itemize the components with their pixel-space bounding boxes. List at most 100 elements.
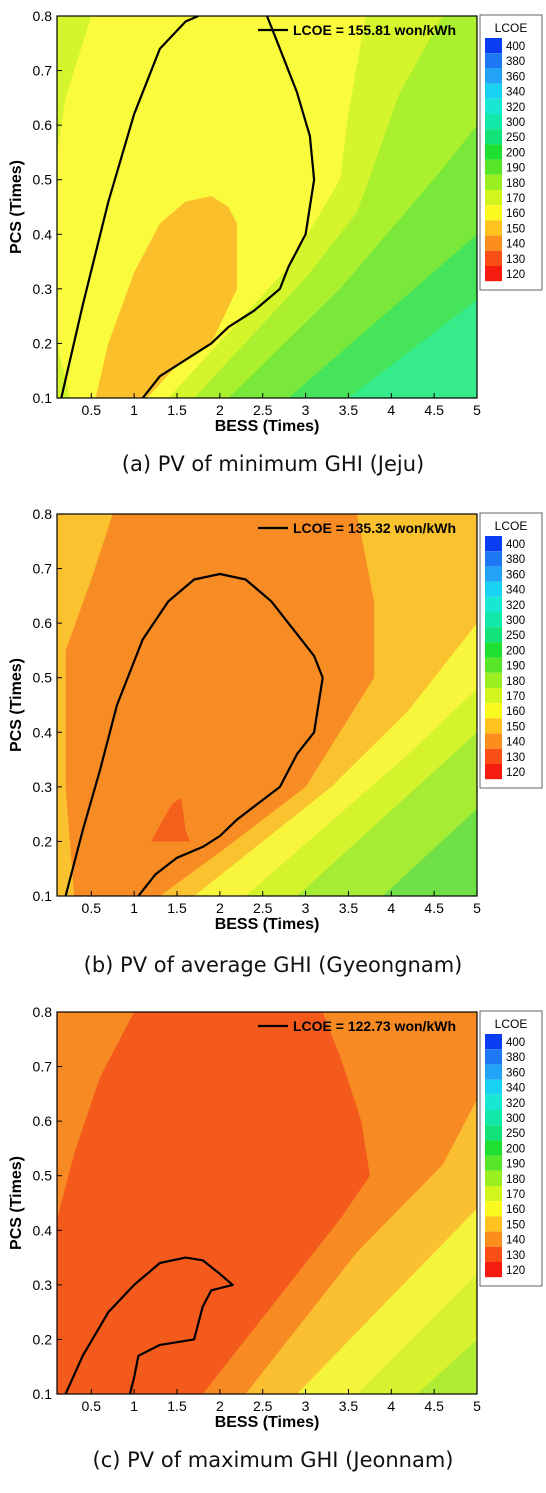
legend-label: 170	[506, 193, 525, 205]
legend-swatch-200	[485, 642, 502, 658]
plot-frame	[56, 1011, 478, 1395]
contour-fills	[57, 1012, 477, 1394]
lcoe-contour-line-1	[60, 16, 199, 398]
y-tick-label: 0.4	[33, 226, 53, 242]
contour-lines	[64, 572, 324, 896]
legend-swatch-300	[485, 1110, 502, 1126]
x-tick-label: 1.5	[167, 1398, 187, 1414]
legend-swatch-170	[485, 1186, 502, 1202]
y-tick-label: 0.1	[33, 888, 53, 904]
y-tick-label: 0.4	[33, 724, 53, 740]
legend-swatch-130	[485, 1246, 502, 1262]
legend-label: 360	[506, 1067, 525, 1079]
chart-panel-c: 0.5 1 1.5 2 2.5 3 3.5 4 4.5 5 0.1 0.2 0.3 0.4 0.5 0.6 0.…	[0, 996, 546, 1493]
y-tick-label: 0.3	[33, 1277, 53, 1293]
y-tick-label: 0.6	[33, 1113, 53, 1129]
x-tick-label: 1	[130, 1398, 138, 1414]
caption-c: (c) PV of maximum GHI (Jeonnam)	[92, 1448, 454, 1472]
legend-label: 360	[506, 71, 525, 83]
legend-swatch-170	[485, 688, 502, 704]
legend-swatch-360	[485, 68, 502, 84]
legend-label: 190	[506, 661, 525, 673]
x-tick-label: 4.5	[424, 900, 444, 916]
lcoe-contour-line-2	[141, 16, 316, 398]
y-tick-label: 0.7	[33, 63, 53, 79]
y-tick-label: 0.8	[33, 506, 53, 522]
legend-swatch-380	[485, 1049, 502, 1065]
contour-band-130	[57, 1012, 370, 1394]
legend-swatch-380	[485, 551, 502, 567]
legend-label: 200	[506, 1143, 525, 1155]
x-tick-label: 4	[387, 1398, 395, 1414]
legend-label: 320	[506, 102, 525, 114]
legend-swatch-400	[485, 38, 502, 54]
legend-label: 360	[506, 569, 525, 581]
legend-swatch-320	[485, 98, 502, 114]
x-tick-label: 2	[216, 402, 224, 418]
x-axis-label: BESS (Times)	[215, 418, 320, 435]
legend-label: 400	[506, 41, 525, 53]
caption-a: (a) PV of minimum GHI (Jeju)	[121, 452, 425, 476]
legend-label: 380	[506, 1052, 525, 1064]
legend-label: 380	[506, 554, 525, 566]
lcoe-contour-line-1	[64, 1256, 234, 1394]
x-tick-label: 2	[216, 900, 224, 916]
legend-label: 160	[506, 706, 525, 718]
legend-swatch-180	[485, 174, 502, 190]
line-legend-label: LCOE = 155.81 won/kWh	[293, 22, 456, 38]
legend-label: 180	[506, 178, 525, 190]
legend-label: 300	[506, 1113, 525, 1125]
legend-swatch-360	[485, 566, 502, 582]
x-tick-label: 3	[302, 402, 310, 418]
legend-label: 140	[506, 239, 525, 251]
legend-label: 150	[506, 223, 525, 235]
plot-frame	[56, 15, 478, 399]
legend-swatch-130	[485, 748, 502, 764]
x-tick-label: 1.5	[167, 900, 187, 916]
y-tick-label: 0.8	[33, 8, 53, 24]
contour-plot-c: 0.5 1 1.5 2 2.5 3 3.5 4 4.5 5 0.1 0.2 0.3 0.4 0.5 0.6 0.…	[8, 1004, 543, 1431]
legend-label: 380	[506, 56, 525, 68]
legend-swatch-340	[485, 83, 502, 99]
legend-label: 250	[506, 630, 525, 642]
legend-label: 150	[506, 1219, 525, 1231]
legend-swatch-190	[485, 159, 502, 175]
legend-swatch-180	[485, 1170, 502, 1186]
x-axis-label: BESS (Times)	[215, 1414, 320, 1431]
x-tick-label: 3.5	[339, 900, 359, 916]
legend-swatch-250	[485, 1125, 502, 1141]
x-tick-label: 0.5	[82, 402, 102, 418]
line-legend-label: LCOE = 122.73 won/kWh	[293, 1018, 456, 1034]
contour-band-150	[95, 196, 237, 398]
chart-panel-a: 0.5 1 1.5 2 2.5 3 3.5 4 4.5 5 0.1 0.2 0.3 0.4 0.5 0.6 0.…	[0, 0, 546, 497]
legend-swatch-160	[485, 1201, 502, 1217]
legend-label: 250	[506, 1128, 525, 1140]
legend-swatch-380	[485, 53, 502, 69]
legend-label: 400	[506, 1037, 525, 1049]
legend-label: 140	[506, 1235, 525, 1247]
legend-label: 160	[506, 1204, 525, 1216]
y-tick-label: 0.2	[33, 1331, 53, 1347]
contour-band-130	[151, 797, 190, 842]
lcoe-contour-line-1	[64, 572, 324, 896]
x-tick-label: 3.5	[339, 1398, 359, 1414]
legend-label: 160	[506, 208, 525, 220]
x-tick-label: 4	[387, 402, 395, 418]
x-tick-label: 5	[473, 402, 481, 418]
contour-plot-a: 0.5 1 1.5 2 2.5 3 3.5 4 4.5 5 0.1 0.2 0.3 0.4 0.5 0.6 0.…	[8, 8, 543, 435]
legend-swatch-150	[485, 1216, 502, 1232]
x-axis-label: BESS (Times)	[215, 916, 320, 933]
legend-label: 340	[506, 585, 525, 597]
x-tick-label: 0.5	[82, 1398, 102, 1414]
y-axis-label: PCS (Times)	[8, 658, 25, 752]
legend-swatch-150	[485, 220, 502, 236]
legend-swatch-400	[485, 1034, 502, 1050]
legend-swatch-120	[485, 764, 502, 780]
legend-swatch-120	[485, 1262, 502, 1278]
legend-label: 130	[506, 752, 525, 764]
legend-label: 190	[506, 163, 525, 175]
legend-label: 170	[506, 1189, 525, 1201]
y-tick-label: 0.8	[33, 1004, 53, 1020]
legend-label: 320	[506, 600, 525, 612]
x-tick-label: 1	[130, 402, 138, 418]
